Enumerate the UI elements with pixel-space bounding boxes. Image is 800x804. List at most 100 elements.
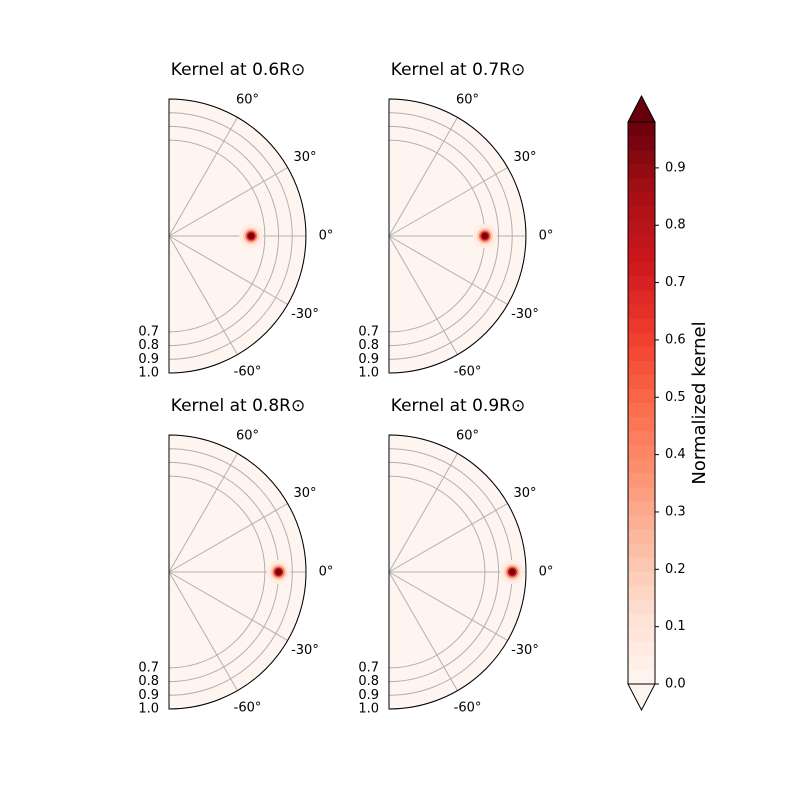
colorbar-level bbox=[628, 164, 655, 179]
colorbar-level bbox=[628, 571, 655, 587]
colorbar-level bbox=[628, 276, 655, 292]
colorbar-tick-label: 0.6 bbox=[665, 332, 686, 347]
angular-grid-line bbox=[388, 235, 458, 355]
colorbar-level bbox=[628, 543, 655, 559]
angular-grid-line bbox=[388, 571, 458, 691]
angular-tick-label: -60° bbox=[454, 700, 482, 715]
colorbar-level bbox=[628, 304, 655, 320]
colorbar-level bbox=[628, 248, 655, 263]
polar-frame bbox=[168, 434, 307, 710]
angular-tick-label: 60° bbox=[236, 429, 259, 444]
angular-grid-line bbox=[168, 235, 288, 305]
angular-tick-label: -30° bbox=[291, 643, 319, 658]
angular-grid-line bbox=[388, 571, 508, 641]
colorbar-level bbox=[628, 234, 655, 249]
subplot-title: Kernel at 0.7R⊙ bbox=[391, 60, 525, 80]
radial-tick-label: 0.7 bbox=[358, 660, 379, 675]
polar-frame bbox=[388, 98, 527, 374]
kernel-spot bbox=[509, 569, 516, 575]
angular-tick-label: -30° bbox=[511, 643, 539, 658]
angular-grid-line bbox=[388, 235, 508, 305]
kernel-spot bbox=[275, 569, 282, 575]
colorbar-level bbox=[628, 318, 655, 334]
radial-tick-label: 0.7 bbox=[138, 660, 159, 675]
colorbar-level bbox=[628, 669, 655, 685]
colorbar-level bbox=[628, 388, 655, 404]
angular-tick-label: -60° bbox=[234, 700, 262, 715]
colorbar-frame bbox=[627, 121, 656, 685]
angular-tick-label: 30° bbox=[513, 150, 536, 165]
colorbar-tick-label: 0.2 bbox=[665, 562, 686, 577]
colorbar-tick-label: 0.4 bbox=[665, 447, 686, 462]
colorbar-level bbox=[628, 346, 655, 362]
subplot-title: Kernel at 0.6R⊙ bbox=[171, 60, 305, 80]
colorbar-level bbox=[628, 501, 655, 516]
colorbar-level bbox=[628, 178, 655, 193]
colorbar-level bbox=[628, 557, 655, 573]
angular-tick-label: 0° bbox=[539, 229, 554, 244]
colorbar-level bbox=[628, 641, 655, 657]
colorbar-level bbox=[628, 136, 655, 151]
colorbar-level bbox=[628, 374, 655, 390]
colorbar-level bbox=[628, 122, 655, 137]
radial-tick-label: 1.0 bbox=[138, 366, 159, 381]
colorbar-level bbox=[628, 360, 655, 376]
angular-tick-label: 0° bbox=[319, 565, 334, 580]
angular-grid-line bbox=[168, 571, 288, 641]
colorbar-level bbox=[628, 290, 655, 306]
radial-tick-label: 0.9 bbox=[358, 352, 379, 367]
colorbar-level bbox=[628, 655, 655, 671]
colorbar-tick-label: 0.0 bbox=[665, 677, 686, 692]
colorbar-tick-label: 0.5 bbox=[665, 390, 686, 405]
angular-grid-line bbox=[168, 117, 238, 237]
radial-tick-label: 0.8 bbox=[138, 674, 159, 689]
kernel-spot bbox=[481, 233, 488, 239]
polar-frame bbox=[168, 98, 307, 374]
colorbar-level bbox=[628, 417, 655, 432]
colorbar-level bbox=[628, 529, 655, 544]
angular-tick-label: -60° bbox=[234, 364, 262, 379]
subplot-title: Kernel at 0.9R⊙ bbox=[391, 396, 525, 416]
colorbar-level bbox=[628, 515, 655, 530]
colorbar-level bbox=[628, 445, 655, 460]
radial-tick-label: 0.8 bbox=[358, 338, 379, 353]
angular-grid-line bbox=[168, 453, 238, 573]
colorbar-level bbox=[628, 403, 655, 418]
angular-tick-label: -60° bbox=[454, 364, 482, 379]
radial-tick-label: 1.0 bbox=[358, 702, 379, 717]
angular-grid-line bbox=[388, 503, 508, 573]
angular-grid-line bbox=[168, 571, 238, 691]
colorbar-label: Normalized kernel bbox=[689, 321, 710, 484]
angular-tick-label: -30° bbox=[291, 307, 319, 322]
colorbar-level bbox=[628, 585, 655, 601]
angular-tick-label: 60° bbox=[236, 93, 259, 108]
colorbar-tick-label: 0.1 bbox=[665, 619, 686, 634]
polar-frame bbox=[388, 434, 527, 710]
angular-grid-line bbox=[168, 503, 288, 573]
colorbar-level bbox=[628, 431, 655, 446]
colorbar-tick-label: 0.3 bbox=[665, 504, 686, 519]
colorbar-level bbox=[628, 262, 655, 278]
colorbar-level bbox=[628, 487, 655, 502]
colorbar-level bbox=[628, 613, 655, 629]
colorbar-level bbox=[628, 192, 655, 207]
radial-tick-label: 0.9 bbox=[138, 688, 159, 703]
angular-tick-label: 30° bbox=[293, 150, 316, 165]
colorbar-tick-label: 0.9 bbox=[665, 160, 686, 175]
angular-tick-label: 0° bbox=[319, 229, 334, 244]
colorbar-level bbox=[628, 206, 655, 221]
radial-tick-label: 0.8 bbox=[358, 674, 379, 689]
kernel-spot bbox=[248, 233, 255, 239]
angular-tick-label: 60° bbox=[456, 429, 479, 444]
radial-tick-label: 0.8 bbox=[138, 338, 159, 353]
angular-tick-label: 30° bbox=[293, 486, 316, 501]
subplot-title: Kernel at 0.8R⊙ bbox=[171, 396, 305, 416]
angular-tick-label: 60° bbox=[456, 93, 479, 108]
radial-tick-label: 0.9 bbox=[138, 352, 159, 367]
colorbar-level bbox=[628, 473, 655, 488]
colorbar-tick-label: 0.7 bbox=[665, 275, 686, 290]
radial-tick-label: 0.7 bbox=[358, 324, 379, 339]
radial-tick-label: 0.9 bbox=[358, 688, 379, 703]
radial-tick-label: 1.0 bbox=[138, 702, 159, 717]
